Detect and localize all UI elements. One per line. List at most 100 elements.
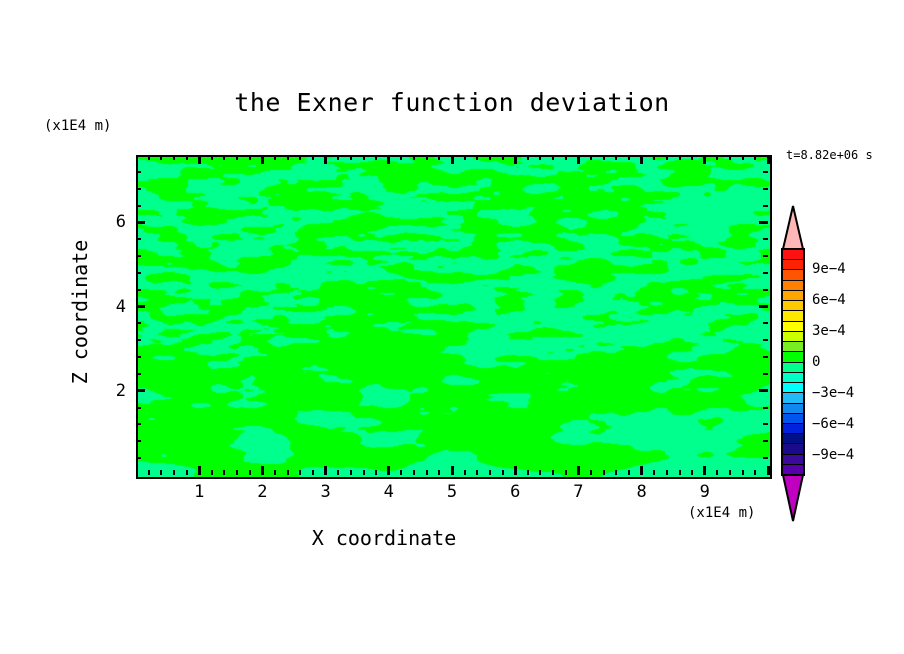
- x-tick-minor: [362, 470, 365, 475]
- x-tick-major: [703, 466, 707, 475]
- y-tick-minor: [136, 271, 141, 274]
- x-tick-label: 4: [383, 482, 394, 502]
- y-tick-label: 6: [115, 212, 126, 233]
- x-tick-top-minor: [349, 155, 352, 160]
- x-tick-major: [766, 466, 770, 475]
- x-tick-top-major: [703, 155, 707, 164]
- x-tick-top-minor: [665, 155, 668, 160]
- x-tick-minor: [413, 470, 416, 475]
- colorbar-tick-label: −6e−4: [812, 416, 855, 433]
- x-tick-top-minor: [223, 155, 226, 160]
- x-tick-minor: [463, 470, 466, 475]
- x-tick-minor: [425, 470, 428, 475]
- colorbar-band: [783, 352, 803, 363]
- x-tick-top-minor: [564, 155, 567, 160]
- x-tick-top-minor: [311, 155, 314, 160]
- x-tick-top-minor: [425, 155, 428, 160]
- y-tick-minor: [136, 288, 141, 291]
- colorbar-band: [783, 423, 803, 435]
- x-tick-minor: [311, 470, 314, 475]
- y-tick-right-minor: [763, 288, 768, 291]
- y-tick-major: [136, 305, 145, 309]
- x-tick-top-minor: [299, 155, 302, 160]
- x-tick-top-minor: [488, 155, 491, 160]
- x-tick-minor: [615, 470, 618, 475]
- x-tick-top-minor: [413, 155, 416, 160]
- x-tick-minor: [299, 470, 302, 475]
- y-tick-right-minor: [763, 238, 768, 241]
- y-tick-right-minor: [763, 339, 768, 342]
- y-tick-major: [136, 389, 145, 393]
- colorbar-band: [783, 403, 803, 414]
- x-tick-minor: [274, 470, 277, 475]
- x-tick-minor: [438, 470, 441, 475]
- page-title: the Exner function deviation: [234, 88, 670, 117]
- x-tick-top-minor: [236, 155, 239, 160]
- y-tick-minor: [136, 187, 141, 190]
- x-tick-label: 3: [320, 482, 331, 502]
- colorbar: [781, 248, 805, 476]
- y-tick-minor: [136, 204, 141, 207]
- x-tick-minor: [627, 470, 630, 475]
- y-tick-minor: [136, 322, 141, 325]
- y-tick-right-minor: [763, 356, 768, 359]
- y-axis-title: Z coordinate: [68, 239, 92, 385]
- y-tick-right-major: [759, 389, 768, 393]
- colorbar-band: [783, 454, 803, 465]
- x-tick-minor: [147, 470, 150, 475]
- x-tick-top-minor: [286, 155, 289, 160]
- y-tick-right-major: [759, 305, 768, 309]
- x-tick-minor: [337, 470, 340, 475]
- x-tick-minor: [665, 470, 668, 475]
- x-tick-minor: [349, 470, 352, 475]
- colorbar-tick-label: 9e−4: [812, 260, 846, 277]
- x-tick-top-minor: [678, 155, 681, 160]
- y-axis-unit-label: (x1E4 m): [44, 118, 112, 134]
- y-tick-right-minor: [763, 372, 768, 375]
- x-tick-major: [324, 466, 328, 475]
- x-tick-minor: [210, 470, 213, 475]
- x-tick-minor: [590, 470, 593, 475]
- x-tick-minor: [678, 470, 681, 475]
- y-tick-minor: [136, 372, 141, 375]
- y-tick-right-minor: [763, 271, 768, 274]
- y-tick-minor: [136, 238, 141, 241]
- colorbar-under-arrow-icon: [781, 474, 805, 522]
- y-tick-minor: [136, 457, 141, 460]
- y-tick-right-minor: [763, 204, 768, 207]
- x-tick-label: 6: [510, 482, 521, 502]
- x-tick-top-minor: [274, 155, 277, 160]
- x-tick-top-minor: [362, 155, 365, 160]
- colorbar-band: [783, 260, 803, 271]
- x-tick-top-minor: [463, 155, 466, 160]
- colorbar-band: [783, 434, 803, 445]
- x-tick-top-minor: [210, 155, 213, 160]
- x-tick-minor: [501, 470, 504, 475]
- colorbar-band: [783, 280, 803, 291]
- x-tick-top-minor: [602, 155, 605, 160]
- x-tick-minor: [476, 470, 479, 475]
- y-tick-minor: [136, 339, 141, 342]
- x-tick-top-minor: [526, 155, 529, 160]
- y-tick-label: 2: [115, 380, 126, 401]
- x-tick-label: 9: [699, 482, 710, 502]
- x-tick-top-major: [450, 155, 454, 164]
- x-tick-top-minor: [716, 155, 719, 160]
- y-tick-minor: [136, 255, 141, 258]
- colorbar-tick-label: 6e−4: [812, 291, 846, 308]
- x-tick-top-minor: [754, 155, 757, 160]
- x-tick-minor: [286, 470, 289, 475]
- y-tick-minor: [136, 356, 141, 359]
- x-tick-label: 5: [446, 482, 458, 502]
- x-tick-top-major: [576, 155, 580, 164]
- colorbar-band: [783, 383, 803, 394]
- x-tick-minor: [223, 470, 226, 475]
- y-tick-label: 4: [115, 296, 126, 317]
- x-tick-minor: [716, 470, 719, 475]
- colorbar-band: [783, 362, 803, 373]
- y-tick-minor: [136, 423, 141, 426]
- contour-field: [138, 157, 770, 477]
- x-tick-top-minor: [539, 155, 542, 160]
- colorbar-band: [783, 250, 803, 261]
